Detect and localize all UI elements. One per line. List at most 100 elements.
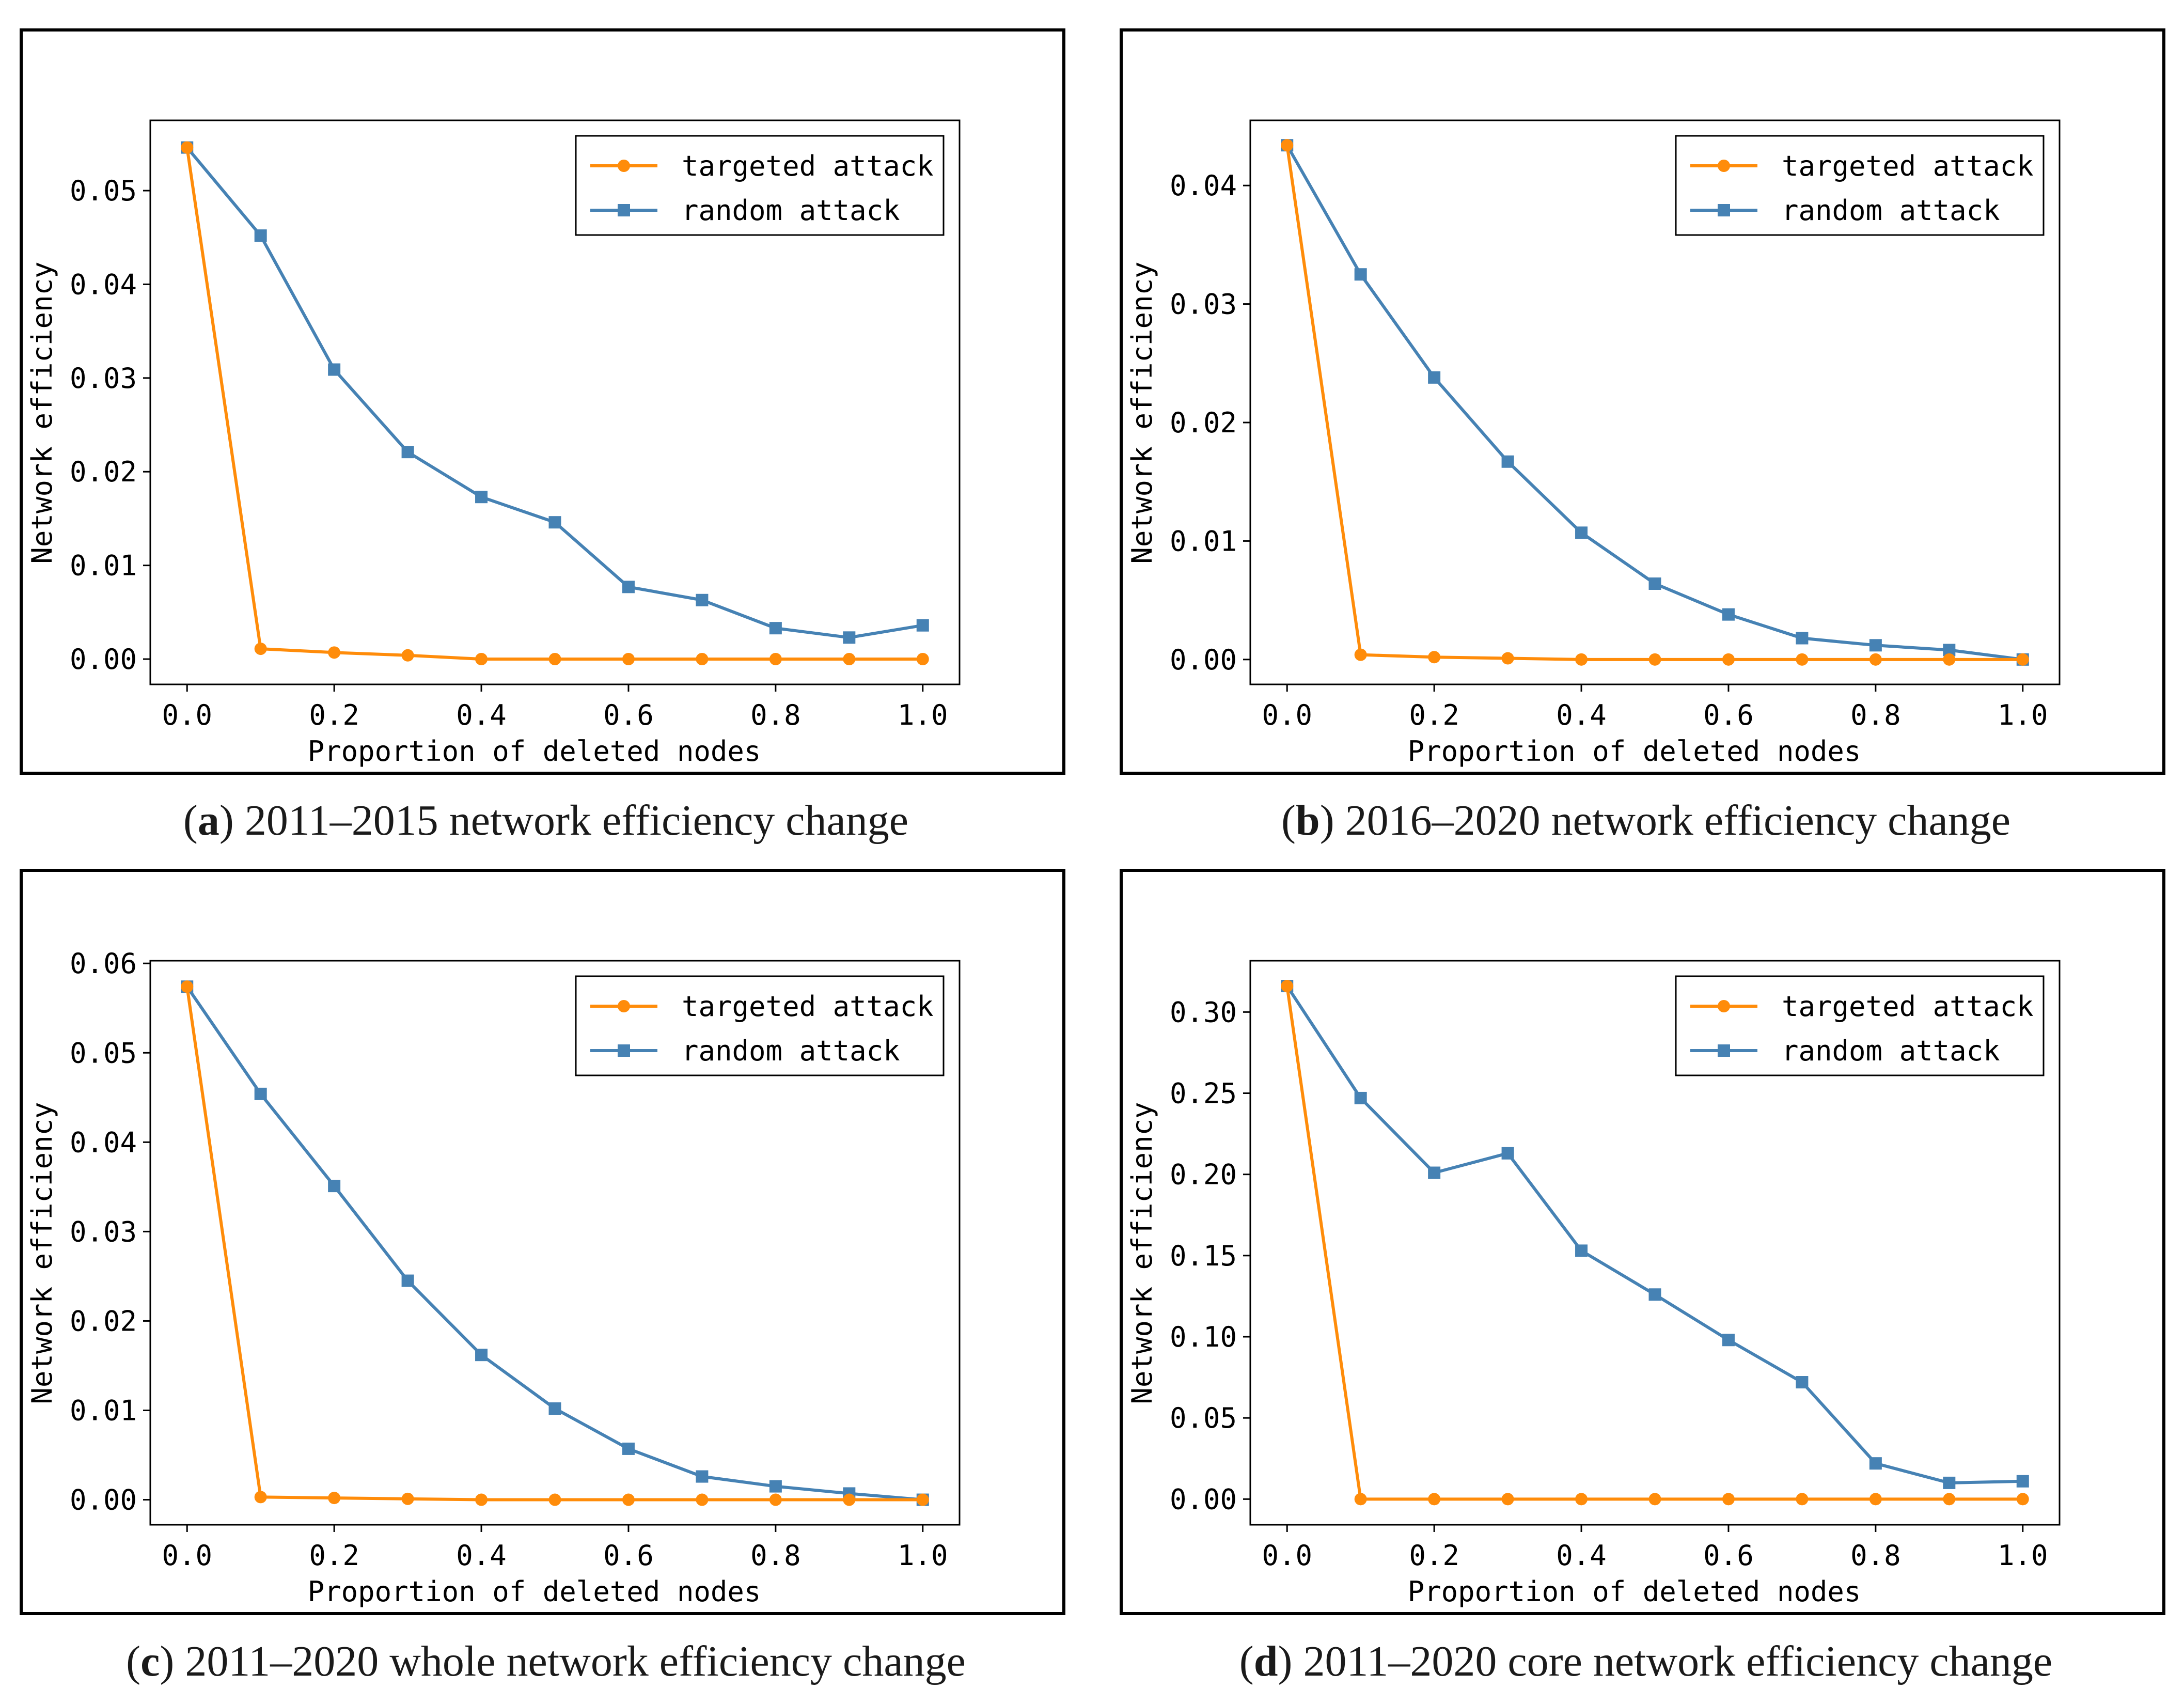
x-tick-label: 0.6 <box>1703 699 1754 731</box>
data-point-random <box>1575 526 1588 539</box>
x-tick-label: 0.0 <box>1262 699 1312 731</box>
x-tick-label: 0.0 <box>162 1539 212 1572</box>
data-point-targeted <box>843 1493 856 1506</box>
x-tick-label: 0.4 <box>456 699 507 731</box>
data-point-targeted <box>843 653 856 666</box>
data-point-targeted <box>1648 653 1661 666</box>
data-point-targeted <box>1796 653 1809 666</box>
data-point-targeted <box>1428 651 1441 664</box>
x-tick-label: 0.2 <box>309 1539 359 1572</box>
data-point-random <box>1648 577 1661 590</box>
data-point-targeted <box>2016 653 2029 666</box>
data-point-random <box>1501 1147 1514 1160</box>
data-point-targeted <box>1354 1493 1367 1506</box>
legend-marker-random <box>1718 204 1730 216</box>
data-point-targeted <box>1354 648 1367 661</box>
chart-panel-c: 0.0 0.2 0.4 0.6 0.8 1.0 0.00 0.01 0.02 0.03 0.04 0.… <box>20 869 1065 1615</box>
y-tick-label: 0.03 <box>70 362 137 395</box>
x-tick-label: 0.0 <box>162 699 212 731</box>
data-point-random <box>1722 1334 1735 1347</box>
data-point-targeted <box>1796 1493 1809 1506</box>
legend-box <box>1675 135 2045 236</box>
x-tick-label: 0.8 <box>750 1539 801 1572</box>
y-axis-label: Network efficiency <box>26 261 58 564</box>
data-point-targeted <box>1575 1493 1588 1506</box>
x-tick-label: 0.0 <box>1262 1539 1312 1572</box>
y-tick-label: 0.00 <box>70 643 137 676</box>
data-point-targeted <box>622 1493 635 1506</box>
legend-label-random: random attack <box>1782 1035 2000 1067</box>
data-point-targeted <box>696 653 709 666</box>
legend-label-targeted: targeted attack <box>682 150 934 182</box>
data-point-random <box>916 619 929 632</box>
data-point-targeted <box>916 653 929 666</box>
data-point-targeted <box>1575 653 1588 666</box>
legend-marker-targeted <box>1718 1000 1730 1012</box>
data-point-random <box>622 581 635 593</box>
data-point-targeted <box>1428 1493 1441 1506</box>
data-point-random <box>401 1274 414 1287</box>
y-tick-label: 0.02 <box>1170 407 1237 439</box>
data-point-random <box>1428 1166 1441 1179</box>
x-tick-label: 0.4 <box>1556 699 1607 731</box>
y-tick-label: 0.06 <box>70 947 137 980</box>
caption-d: (d) 2011–2020 core network efficiency ch… <box>1239 1637 2053 1685</box>
legend-box <box>1675 975 2045 1076</box>
y-tick-label: 0.01 <box>1170 525 1237 557</box>
data-point-random <box>328 363 341 376</box>
data-point-targeted <box>1869 1493 1882 1506</box>
y-axis-label: Network efficiency <box>1126 261 1158 564</box>
y-tick-label: 0.05 <box>70 175 137 207</box>
y-tick-label: 0.00 <box>1170 1483 1237 1515</box>
data-point-random <box>475 491 488 504</box>
legend-marker-random <box>618 204 630 216</box>
caption-c: (c) 2011–2020 whole network efficiency c… <box>126 1637 966 1685</box>
x-tick-label: 0.4 <box>456 1539 507 1572</box>
data-point-random <box>475 1349 488 1362</box>
data-point-targeted <box>769 653 782 666</box>
y-tick-label: 0.10 <box>1170 1321 1237 1353</box>
x-tick-label: 0.6 <box>603 1539 654 1572</box>
data-point-random <box>328 1180 341 1193</box>
x-tick-label: 0.6 <box>1703 1539 1754 1572</box>
y-tick-label: 0.00 <box>1170 644 1237 676</box>
y-tick-label: 0.05 <box>70 1037 137 1069</box>
x-tick-label: 0.4 <box>1556 1539 1607 1572</box>
data-point-random <box>1354 1091 1367 1104</box>
y-tick-label: 0.05 <box>1170 1402 1237 1434</box>
data-point-targeted <box>181 141 194 154</box>
data-point-targeted <box>1943 1493 1956 1506</box>
y-axis-label: Network efficiency <box>1126 1102 1158 1404</box>
x-tick-label: 1.0 <box>1998 1539 2048 1572</box>
y-tick-label: 0.01 <box>70 1394 137 1427</box>
data-point-random <box>1869 1457 1882 1470</box>
data-point-targeted <box>1648 1493 1661 1506</box>
data-point-targeted <box>1281 139 1294 152</box>
data-point-targeted <box>328 646 341 659</box>
chart-panel-b: 0.0 0.2 0.4 0.6 0.8 1.0 0.00 0.01 0.02 0.03 0.04 Pr… <box>1120 28 2165 775</box>
data-point-random <box>1428 371 1441 384</box>
legend-label-random: random attack <box>682 1035 900 1067</box>
x-axis-label: Proportion of deleted nodes <box>1408 735 1861 768</box>
data-point-targeted <box>1281 980 1294 993</box>
data-point-targeted <box>1501 652 1514 665</box>
data-point-targeted <box>1722 1493 1735 1506</box>
data-point-random <box>1501 455 1514 468</box>
x-tick-label: 0.6 <box>603 699 654 731</box>
legend-label-targeted: targeted attack <box>682 990 934 1023</box>
y-tick-label: 0.02 <box>70 1305 137 1337</box>
axes-box <box>149 960 961 1526</box>
chart-panel-a: 0.0 0.2 0.4 0.6 0.8 1.0 0.00 0.01 0.02 0.03 0.04 0.… <box>20 28 1065 775</box>
data-point-random <box>548 516 561 529</box>
x-axis-label: Proportion of deleted nodes <box>1408 1575 1861 1608</box>
data-point-targeted <box>696 1493 709 1506</box>
y-tick-label: 0.01 <box>70 550 137 582</box>
x-tick-label: 0.2 <box>1409 699 1459 731</box>
y-tick-label: 0.15 <box>1170 1240 1237 1272</box>
y-tick-label: 0.02 <box>70 456 137 488</box>
data-point-targeted <box>548 1493 561 1506</box>
data-point-targeted <box>401 1492 414 1505</box>
data-point-targeted <box>1501 1493 1514 1506</box>
y-tick-label: 0.25 <box>1170 1077 1237 1109</box>
data-point-targeted <box>1869 653 1882 666</box>
